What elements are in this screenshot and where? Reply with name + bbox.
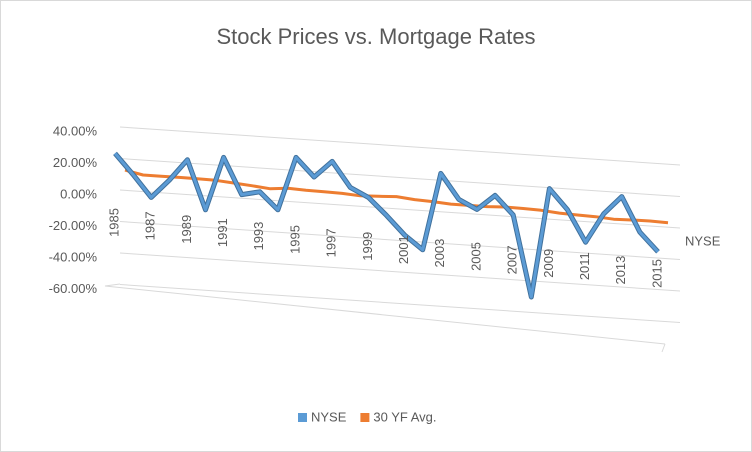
x-tick-label: 1995 (287, 225, 302, 254)
floor-edge (661, 343, 666, 353)
x-tick-label: 1987 (143, 211, 158, 240)
x-tick-label: 1993 (251, 222, 266, 251)
x-tick-label: 1985 (106, 208, 121, 237)
depth-label: NYSE (685, 233, 721, 248)
y-tick-label: 40.00% (53, 123, 98, 138)
grid-line (119, 252, 681, 292)
grid-line (119, 189, 681, 229)
x-tick-label: 1999 (360, 232, 375, 261)
y-tick-label: -60.00% (49, 281, 98, 296)
y-tick-label: -40.00% (49, 249, 98, 264)
x-tick-label: 2009 (541, 249, 556, 278)
series-line (113, 152, 660, 299)
legend-swatch (360, 413, 370, 422)
x-tick-label: 2003 (432, 239, 447, 268)
x-tick-label: 2011 (577, 252, 592, 280)
legend-label: NYSE (311, 409, 347, 424)
x-tick-label: 1997 (324, 228, 339, 257)
y-tick-label: 20.00% (53, 155, 98, 170)
x-tick-label: 1989 (179, 215, 194, 244)
x-tick-label: 2007 (505, 245, 520, 274)
x-tick-label: 2005 (468, 242, 483, 271)
grid-line (119, 158, 681, 197)
y-tick-label: 0.00% (60, 186, 97, 201)
legend-label: 30 YF Avg. (373, 409, 436, 424)
grid-line (119, 126, 681, 166)
x-tick-label: 2001 (396, 235, 411, 264)
chart-title: Stock Prices vs. Mortgage Rates (216, 24, 535, 49)
y-tick-label: -20.00% (49, 218, 98, 233)
floor (104, 283, 666, 353)
floor-edge (104, 283, 121, 287)
x-tick-label: 2015 (649, 259, 664, 288)
grid-line (119, 284, 681, 323)
legend-swatch (298, 413, 307, 422)
grid-line (119, 221, 681, 260)
x-tick-label: 1991 (215, 218, 230, 247)
x-tick-label: 2013 (613, 256, 628, 285)
floor-edge (104, 285, 666, 345)
